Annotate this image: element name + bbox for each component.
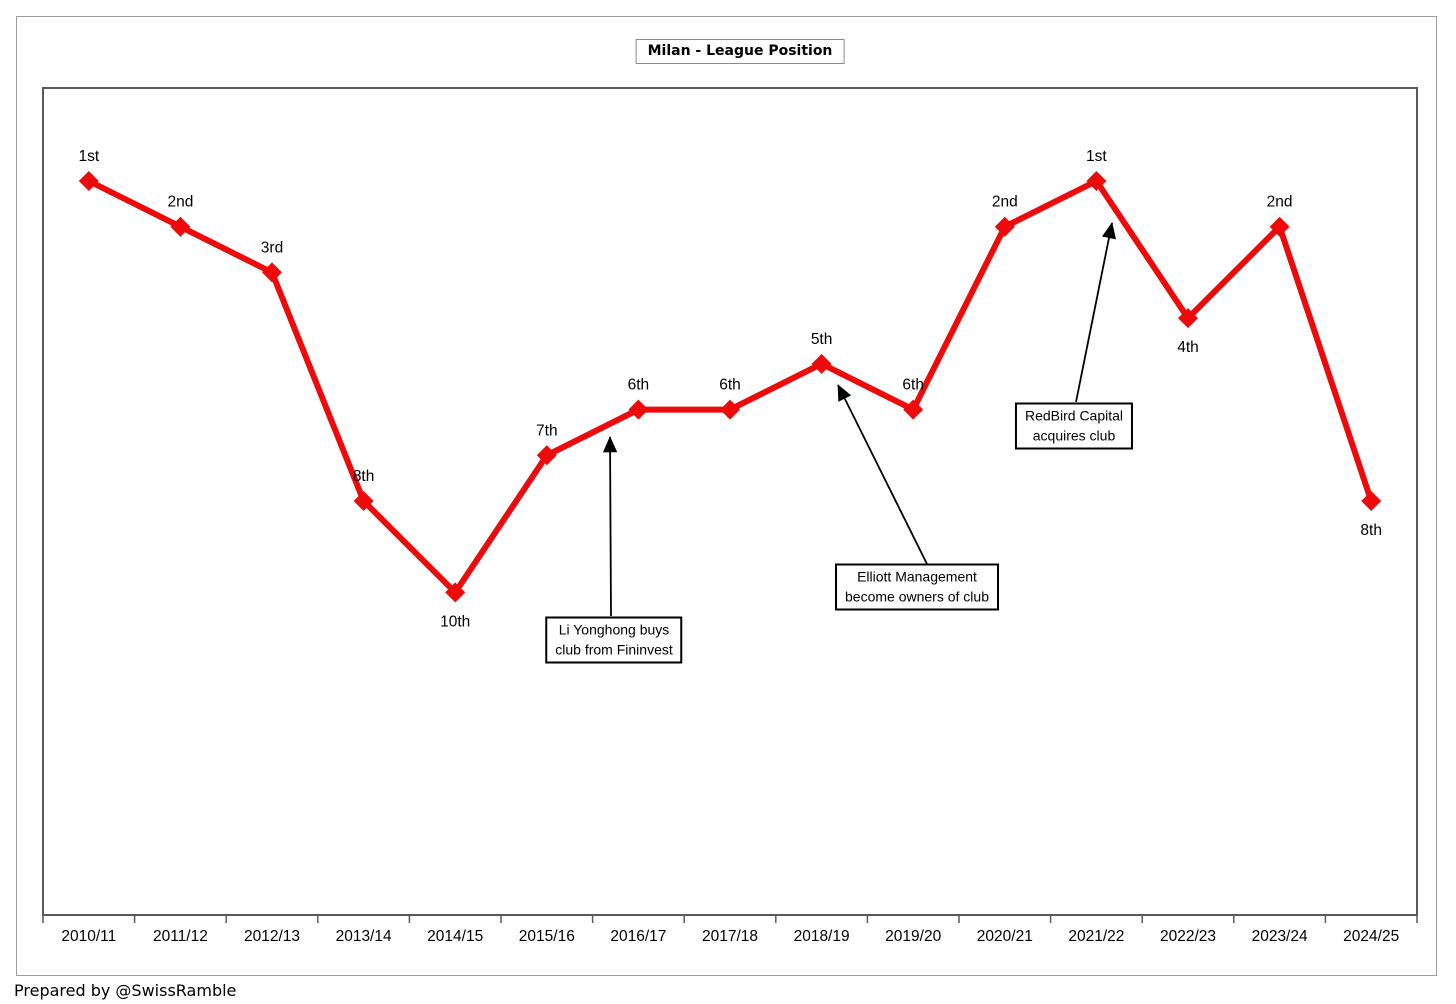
data-point-label: 10th	[440, 613, 470, 630]
data-point-label: 7th	[536, 422, 558, 439]
data-point-label: 2nd	[167, 194, 193, 211]
annotation-text-line: acquires club	[1032, 427, 1116, 444]
annotation-text-line: become owners of club	[845, 588, 989, 605]
x-axis-label: 2020/21	[977, 928, 1033, 945]
annotation-text-line: Li Yonghong buys	[558, 621, 670, 638]
annotation-text-line: RedBird Capital	[1024, 407, 1124, 424]
x-axis-label: 2012/13	[244, 928, 300, 945]
annotation-arrow	[837, 384, 928, 565]
x-axis-label: 2021/22	[1068, 928, 1124, 945]
x-axis-label: 2022/23	[1160, 928, 1216, 945]
annotation-arrow	[602, 436, 618, 617]
x-axis-label: 2013/14	[336, 928, 392, 945]
data-point-label: 1st	[78, 148, 99, 165]
data-point-label: 2nd	[992, 194, 1018, 211]
annotation-text-line: Elliott Management	[857, 568, 977, 585]
data-point-marker	[1269, 216, 1290, 237]
data-point-marker	[536, 445, 557, 466]
annotation-text-line: club from Fininvest	[555, 641, 673, 658]
data-point-label: 4th	[1177, 339, 1199, 356]
annotation-arrow	[1075, 222, 1117, 403]
data-point-marker	[445, 582, 466, 603]
footer-credit: Prepared by @SwissRamble	[14, 981, 237, 1000]
data-point-marker	[1361, 490, 1382, 511]
data-point-label: 6th	[719, 377, 741, 394]
x-axis-label: 2023/24	[1252, 928, 1308, 945]
x-axis-label: 2016/17	[610, 928, 666, 945]
data-point-marker	[353, 490, 374, 511]
annotation-box: Li Yonghong buys club from Fininvest	[545, 616, 683, 664]
data-point-marker	[1086, 171, 1107, 191]
data-point-label: 1st	[1086, 148, 1107, 165]
data-point-label: 2nd	[1267, 194, 1293, 211]
x-axis-label: 2024/25	[1343, 928, 1399, 945]
x-axis-label: 2014/15	[427, 928, 483, 945]
x-axis-label: 2018/19	[794, 928, 850, 945]
x-axis-label: 2011/12	[153, 928, 208, 945]
data-point-marker	[170, 216, 191, 237]
data-point-marker	[628, 399, 649, 420]
data-point-marker	[994, 216, 1015, 237]
data-point-marker	[903, 399, 924, 420]
data-point-marker	[811, 353, 832, 374]
data-point-marker	[1178, 308, 1198, 329]
annotation-box: RedBird Capital acquires club	[1014, 402, 1134, 450]
x-axis-label: 2017/18	[702, 928, 758, 945]
x-axis-label: 2015/16	[519, 928, 575, 945]
data-point-marker	[78, 171, 99, 191]
annotation-box: Elliott Management become owners of club	[835, 563, 999, 611]
data-point-marker	[262, 262, 282, 283]
x-axis-label: 2019/20	[885, 928, 941, 945]
chart-outer-frame	[16, 16, 1437, 976]
plot-area-border	[42, 87, 1418, 916]
data-point-label: 3rd	[261, 239, 283, 256]
chart-title: Milan - League Position	[635, 39, 845, 64]
data-point-label: 6th	[628, 377, 650, 394]
x-axis-label: 2010/11	[61, 928, 116, 945]
data-point-marker	[720, 399, 740, 420]
data-point-label: 6th	[902, 377, 924, 394]
data-point-label: 5th	[811, 331, 833, 348]
data-point-label: 8th	[353, 468, 375, 485]
data-point-label: 8th	[1360, 522, 1382, 539]
